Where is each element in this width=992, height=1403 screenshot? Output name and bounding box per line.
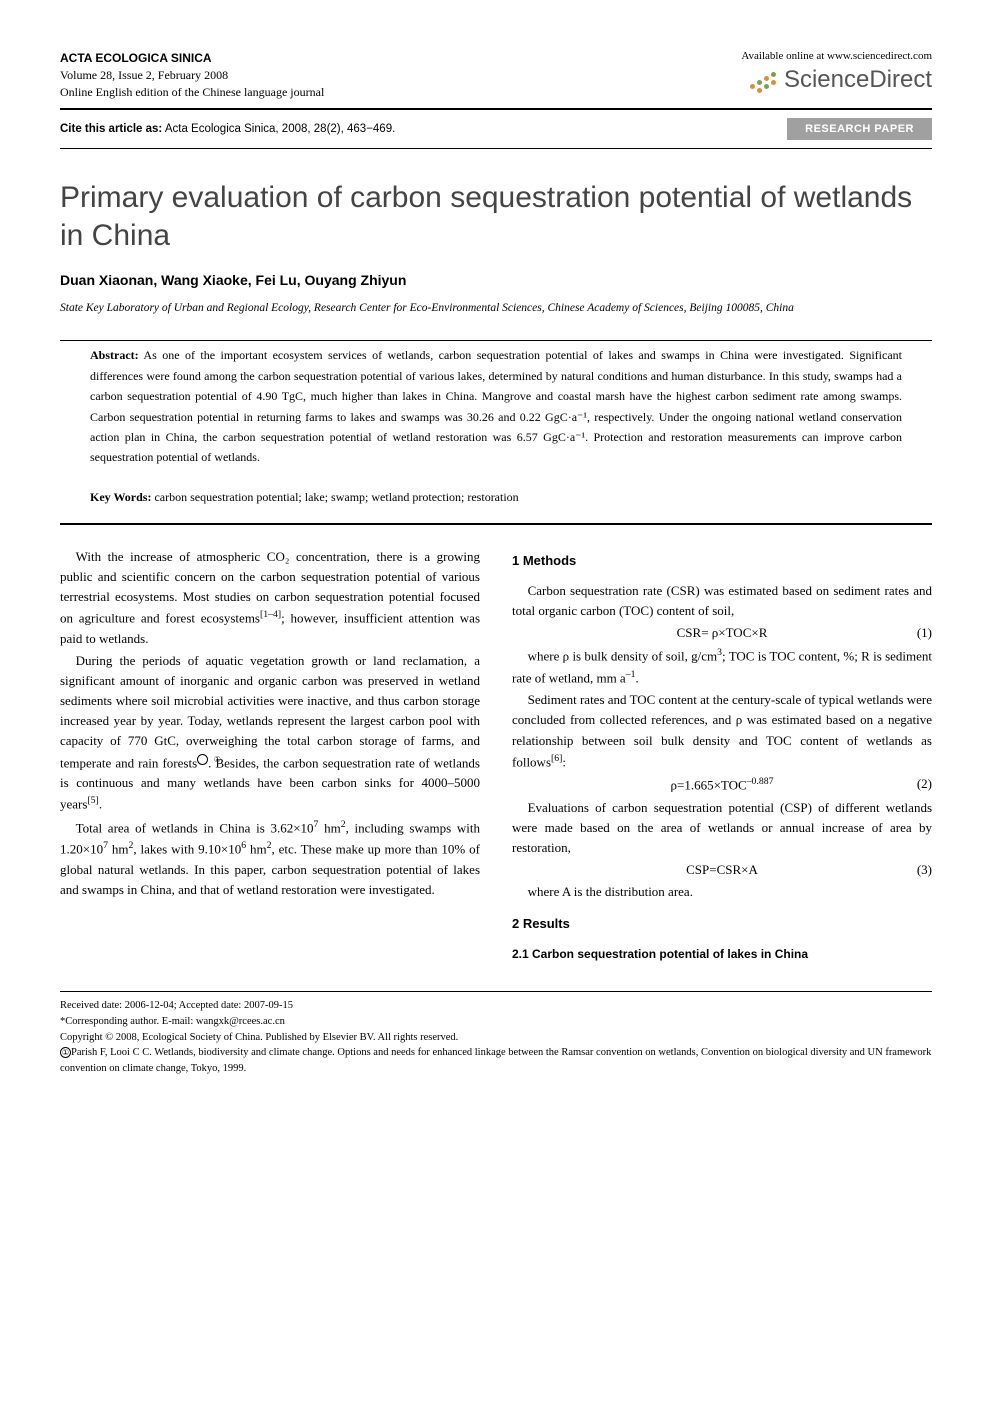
right-column: 1 Methods Carbon sequestration rate (CSR… (512, 547, 932, 963)
keywords-block: Key Words: carbon sequestration potentia… (90, 490, 902, 505)
circled-1-icon: ① (60, 1047, 71, 1058)
rule-above-abstract (60, 340, 932, 341)
m2c: . (635, 670, 638, 685)
abstract-label: Abstract: (90, 348, 139, 362)
keywords-label: Key Words: (90, 490, 151, 504)
rule-under-cite (60, 148, 932, 149)
methods-p5: where A is the distribution area. (512, 882, 932, 902)
journal-block: ACTA ECOLOGICA SINICA Volume 28, Issue 2… (60, 50, 324, 100)
eq2-wrap: ρ=1.665×TOC–0.887 (671, 774, 774, 795)
eq2-body: ρ=1.665×TOC (671, 778, 747, 793)
header-right: Available online at www.sciencedirect.co… (741, 50, 932, 94)
sciencedirect-dots-icon (746, 66, 778, 94)
left-column: With the increase of atmospheric CO₂ con… (60, 547, 480, 963)
m3a: Sediment rates and TOC content at the ce… (512, 692, 932, 769)
equation-2: ρ=1.665×TOC–0.887 (2) (512, 774, 932, 795)
rule-top (60, 108, 932, 110)
m2a: where ρ is bulk density of soil, g/cm (528, 649, 718, 664)
article-title: Primary evaluation of carbon sequestrati… (60, 179, 932, 254)
m2e2: –1 (626, 669, 636, 680)
citation-text: Cite this article as: Acta Ecologica Sin… (60, 123, 395, 135)
page-header: ACTA ECOLOGICA SINICA Volume 28, Issue 2… (60, 50, 932, 100)
eq2-exp: –0.887 (747, 776, 774, 787)
volume-issue: Volume 28, Issue 2, February 2008 (60, 67, 324, 84)
intro-p2: During the periods of aquatic vegetation… (60, 651, 480, 815)
available-online-text: Available online at www.sciencedirect.co… (741, 50, 932, 62)
eq3-num: (3) (917, 860, 932, 880)
author-list: Duan Xiaonan, Wang Xiaoke, Fei Lu, Ouyan… (60, 272, 932, 288)
edition-line: Online English edition of the Chinese la… (60, 84, 324, 101)
intro-p3: Total area of wetlands in China is 3.62×… (60, 817, 480, 900)
rule-below-keywords (60, 523, 932, 525)
footnote-circled-1: ①Parish F, Looi C C. Wetlands, biodivers… (60, 1045, 932, 1077)
footnote-ref-text: Parish F, Looi C C. Wetlands, biodiversi… (60, 1047, 931, 1074)
methods-p4: Evaluations of carbon sequestration pote… (512, 798, 932, 858)
p3e: , lakes with 9.10×10 (133, 841, 241, 856)
abstract-text: As one of the important ecosystem servic… (90, 348, 902, 464)
eq2-num: (2) (917, 774, 932, 794)
circled-1-ref: ① (197, 754, 208, 765)
p3f: hm (246, 841, 267, 856)
methods-p2: where ρ is bulk density of soil, g/cm3; … (512, 645, 932, 688)
ref-6: [6] (551, 753, 562, 764)
journal-name: ACTA ECOLOGICA SINICA (60, 50, 324, 67)
intro-p2-a: During the periods of aquatic vegetation… (60, 653, 480, 770)
section-1-methods: 1 Methods (512, 551, 932, 571)
p3b: hm (318, 820, 340, 835)
subsection-2-1: 2.1 Carbon sequestration potential of la… (512, 945, 932, 964)
eq1-body: CSR= ρ×TOC×R (677, 623, 768, 643)
citation-row: Cite this article as: Acta Ecologica Sin… (60, 118, 932, 140)
footnote-copyright: Copyright © 2008, Ecological Society of … (60, 1030, 932, 1046)
footnote-dates: Received date: 2006-12-04; Accepted date… (60, 998, 932, 1014)
cite-value: Acta Ecologica Sinica, 2008, 28(2), 463−… (162, 123, 395, 135)
p3a: Total area of wetlands in China is 3.62×… (76, 820, 314, 835)
section-2-results: 2 Results (512, 914, 932, 934)
intro-p2-c: . (99, 797, 102, 812)
keywords-text: carbon sequestration potential; lake; sw… (151, 490, 518, 504)
footnotes: Received date: 2006-12-04; Accepted date… (60, 991, 932, 1077)
abstract-block: Abstract: As one of the important ecosys… (90, 345, 902, 467)
methods-p3: Sediment rates and TOC content at the ce… (512, 690, 932, 772)
sciencedirect-text: ScienceDirect (784, 66, 932, 94)
footnote-corresponding: *Corresponding author. E-mail: wangxk@rc… (60, 1014, 932, 1030)
eq3-body: CSP=CSR×A (686, 860, 758, 880)
cite-label: Cite this article as: (60, 123, 162, 135)
sciencedirect-logo: ScienceDirect (741, 66, 932, 94)
p3d: hm (108, 841, 129, 856)
intro-p1: With the increase of atmospheric CO₂ con… (60, 547, 480, 649)
m3b: : (562, 754, 566, 769)
affiliation: State Key Laboratory of Urban and Region… (60, 300, 932, 316)
ref-5: [5] (87, 795, 98, 806)
body-columns: With the increase of atmospheric CO₂ con… (60, 547, 932, 963)
eq1-num: (1) (917, 623, 932, 643)
research-paper-badge: RESEARCH PAPER (787, 118, 932, 140)
ref-1-4: [1–4] (260, 609, 281, 620)
equation-3: CSP=CSR×A (3) (512, 860, 932, 880)
methods-p1: Carbon sequestration rate (CSR) was esti… (512, 581, 932, 621)
equation-1: CSR= ρ×TOC×R (1) (512, 623, 932, 643)
